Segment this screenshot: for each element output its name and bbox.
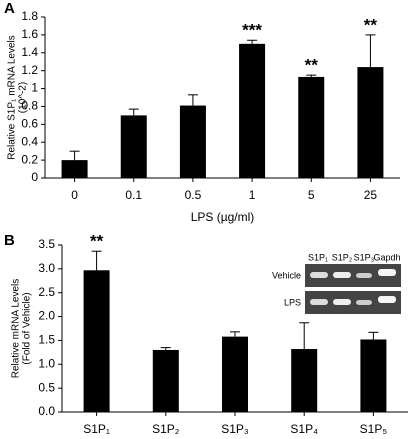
bar [298, 76, 325, 178]
y-tick-label: 1.2 [21, 63, 38, 77]
x-axis-label: LPS (µg/ml) [191, 210, 255, 224]
y-tick-label: 0.4 [21, 134, 38, 148]
gel-column-label: S1P₃ [354, 252, 375, 262]
y-axis-label: (10^-2) [18, 82, 29, 113]
gel-band [378, 269, 396, 276]
bar [61, 160, 88, 178]
bar [291, 349, 318, 412]
x-tick-label: 1 [249, 188, 256, 202]
bar [222, 336, 248, 412]
bar [152, 349, 179, 412]
bar [179, 105, 206, 178]
y-tick-label: 0 [31, 170, 38, 184]
significance-label: ** [90, 232, 104, 251]
error-bar [91, 250, 102, 271]
y-tick-label: 1.0 [38, 356, 55, 370]
gel-band [356, 300, 372, 305]
x-tick-label: 0.5 [185, 188, 202, 202]
gel-column-label: S1P₁ [308, 252, 328, 262]
error-bar [365, 34, 376, 68]
significance-label: ** [364, 15, 378, 34]
gel-band [310, 272, 328, 278]
gel-lane-row [305, 264, 401, 287]
gel-column-label: Gapdh [373, 252, 400, 262]
y-tick-label: 1.5 [38, 333, 55, 347]
y-tick-label: 2.5 [38, 285, 55, 299]
significance-label: *** [242, 21, 262, 40]
gel-band [333, 299, 351, 305]
y-tick-label: 1.4 [21, 45, 38, 59]
error-bar [368, 331, 379, 340]
gel-band [356, 273, 372, 278]
bar [120, 115, 147, 178]
panel-label: A [4, 0, 15, 17]
gel-inset [305, 264, 401, 314]
y-tick-label: 0.6 [21, 117, 38, 131]
y-axis-label: Relative mRNA Levels [11, 279, 22, 378]
y-axis-label: (Fold of Vehicle) [22, 292, 33, 364]
gel-column-label: S1P₂ [332, 252, 353, 262]
y-tick-label: 0.2 [21, 152, 38, 166]
gel-band [378, 296, 396, 303]
y-axis-label: Relative S1P₁ mRNA Levels [7, 35, 18, 160]
x-tick-label: 25 [364, 188, 378, 202]
x-tick-label: S1P₅ [360, 422, 388, 436]
error-bar [187, 94, 198, 106]
error-bar [160, 347, 171, 350]
y-tick-label: 0.5 [38, 380, 55, 394]
y-tick-label: 0.0 [38, 404, 55, 418]
error-bar [247, 39, 258, 44]
y-tick-label: 1.8 [21, 9, 38, 23]
gel-row-label: Vehicle [272, 270, 301, 280]
bar [239, 43, 266, 179]
panel-label: B [4, 232, 15, 249]
significance-label: ** [305, 56, 319, 75]
x-tick-label: 0.1 [125, 188, 142, 202]
y-tick-label: 3.5 [38, 237, 55, 251]
gel-band [333, 272, 351, 278]
error-bar [128, 108, 139, 116]
x-tick-label: S1P₃ [221, 422, 249, 436]
bar [357, 67, 384, 178]
y-tick-label: 2.0 [38, 309, 55, 323]
x-tick-label: S1P₂ [152, 422, 180, 436]
x-tick-label: S1P₄ [290, 422, 318, 436]
error-bar [69, 150, 80, 161]
x-tick-label: 5 [308, 188, 315, 202]
y-tick-label: 3.0 [38, 261, 55, 275]
y-tick-label: 1.6 [21, 27, 38, 41]
gel-row-label: LPS [284, 297, 301, 307]
error-bar [230, 331, 240, 337]
y-tick-label: 0.8 [21, 99, 38, 113]
error-bar [306, 74, 317, 77]
y-tick-label: 1 [31, 81, 38, 95]
x-tick-label: S1P₁ [83, 422, 110, 436]
bar [83, 270, 110, 412]
gel-band [310, 299, 328, 305]
error-bar [299, 322, 310, 350]
gel-lane-row [305, 291, 401, 314]
bar [360, 339, 387, 412]
x-tick-label: 0 [71, 188, 78, 202]
